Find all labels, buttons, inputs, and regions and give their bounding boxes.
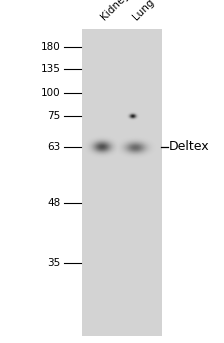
Text: 135: 135	[41, 63, 60, 74]
Text: Kidney: Kidney	[99, 0, 131, 22]
Text: Deltex: Deltex	[169, 140, 210, 153]
Text: 48: 48	[47, 198, 60, 208]
Text: 100: 100	[41, 88, 60, 98]
Text: 35: 35	[47, 258, 60, 269]
Text: 75: 75	[47, 111, 60, 121]
Text: 180: 180	[41, 42, 60, 52]
Text: 63: 63	[47, 142, 60, 152]
Text: Lung: Lung	[131, 0, 156, 22]
